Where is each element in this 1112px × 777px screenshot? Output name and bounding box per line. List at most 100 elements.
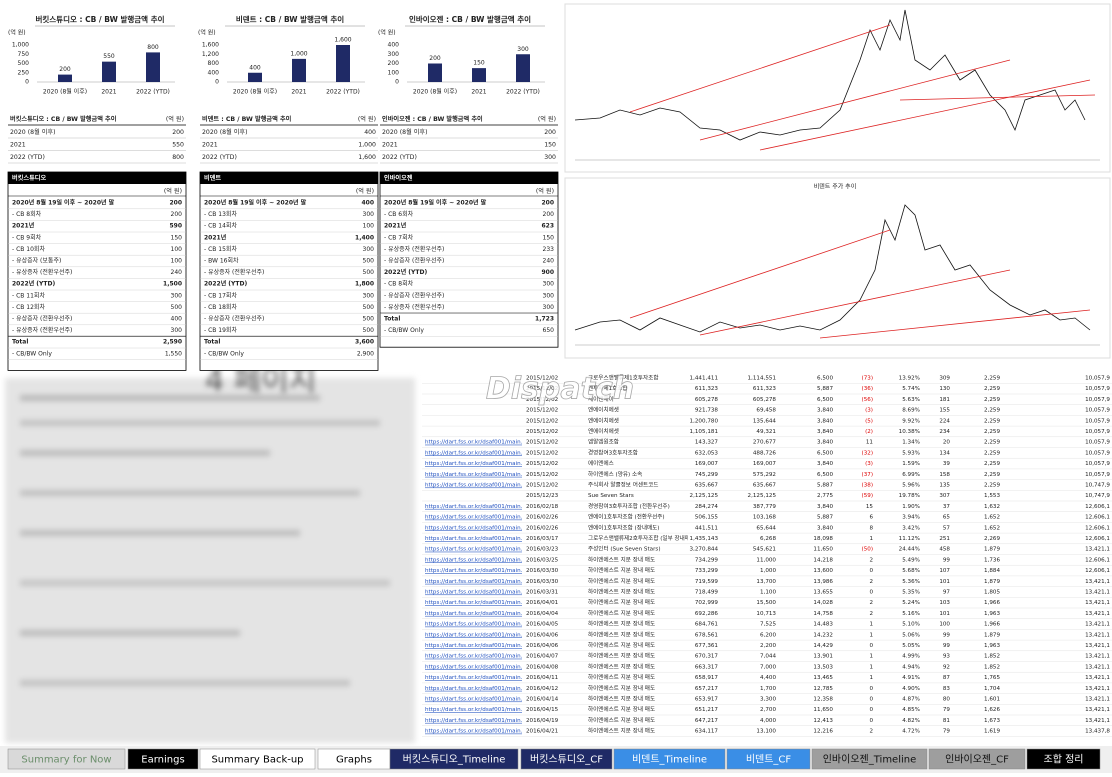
sheet-cell: 2015/12/02 — [526, 440, 558, 446]
table-title: 버킷스튜디오 — [12, 174, 46, 182]
sheet-cell: 10,713 — [756, 611, 776, 617]
sheet-cell: 9.92% — [902, 418, 920, 424]
tab[interactable] — [127, 748, 199, 770]
row-label: - CB 8회차 — [384, 280, 414, 288]
sheet-cell: 10,057,9 — [1085, 429, 1110, 435]
link-cell[interactable]: https://dart.fss.or.kr/dsaf001/main.do?r… — [425, 697, 582, 703]
tab[interactable] — [811, 748, 928, 770]
tab-label[interactable]: Summary for Now — [21, 755, 111, 766]
sheet-cell: 3,270,844 — [690, 547, 719, 553]
sheet-cell: 575,292 — [753, 472, 776, 478]
row-value: 400 — [364, 129, 376, 136]
y-tick-label: 0 — [25, 79, 29, 86]
sheet-cell: 3,300 — [760, 697, 776, 703]
row-value: 240 — [543, 258, 555, 265]
sheet-cell: 1,601 — [984, 697, 1000, 703]
link-cell[interactable]: https://dart.fss.or.kr/dsaf001/main.do?r… — [425, 504, 582, 510]
link-cell[interactable]: https://dart.fss.or.kr/dsaf001/main.do?r… — [425, 664, 582, 670]
sheet-cell: 2016/04/07 — [526, 654, 559, 660]
tab-label[interactable]: 버킷스튜디오_CF — [530, 754, 603, 766]
sheet-cell: 39 — [943, 461, 951, 467]
link-cell[interactable]: https://dart.fss.or.kr/dsaf001/main.do?r… — [425, 675, 582, 681]
link-cell[interactable]: https://dart.fss.or.kr/dsaf001/main.do?r… — [425, 600, 582, 606]
bar — [58, 74, 72, 82]
content: 버킷스튜디오 : CB / BW 발행금액 추이 (억 원) 0 250 500 750 1… — [0, 14, 1112, 773]
link-cell[interactable]: https://dart.fss.or.kr/dsaf001/main.do?r… — [425, 632, 582, 638]
value-label: 200 — [59, 66, 71, 73]
row-label: 2020 (8월 이후) — [10, 128, 56, 136]
tab[interactable] — [928, 748, 1026, 770]
sheet-cell: 5,887 — [817, 386, 833, 392]
sheet-cell: 10,057,9 — [1085, 386, 1110, 392]
link-cell[interactable]: https://dart.fss.or.kr/dsaf001/main.do?r… — [425, 643, 582, 649]
y-tick-label: 100 — [388, 69, 400, 76]
sheet-cell: 0 — [869, 643, 873, 649]
sheet-cell: 13,421,1 — [1085, 600, 1110, 606]
sheet-cell: 734,299 — [695, 557, 719, 563]
sheet-cell: (5) — [865, 418, 873, 424]
tab-label[interactable]: 조합 정리 — [1044, 754, 1084, 766]
link-cell[interactable]: https://dart.fss.or.kr/dsaf001/main.do?r… — [425, 547, 582, 553]
link-cell[interactable]: https://dart.fss.or.kr/dsaf001/main.do?r… — [425, 525, 582, 531]
tab-label[interactable]: 버킷스튜디오_Timeline — [403, 754, 506, 766]
link-cell[interactable]: https://dart.fss.or.kr/dsaf001/main.do?r… — [425, 686, 582, 692]
tab-label[interactable]: 인바이오젠_CF — [945, 754, 1009, 766]
tab-label[interactable]: Summary Back-up — [211, 755, 303, 766]
sheet-cell: 634,117 — [695, 729, 719, 735]
tab[interactable] — [1026, 748, 1101, 770]
tab-label[interactable]: Earnings — [141, 755, 184, 766]
sheet-cell: 2,200 — [760, 643, 776, 649]
sheet-cell: 10,057,9 — [1085, 440, 1110, 446]
sheet-cell: 2016/04/15 — [526, 707, 559, 713]
link-cell[interactable]: https://dart.fss.or.kr/dsaf001/main.do?r… — [425, 718, 582, 724]
tab-label[interactable]: 비덴트_Timeline — [632, 754, 707, 766]
sheet-cell: 0 — [869, 568, 873, 574]
link-cell[interactable]: https://dart.fss.or.kr/dsaf001/main.do?r… — [425, 515, 582, 521]
link-cell[interactable]: https://dart.fss.or.kr/dsaf001/main.do?r… — [425, 707, 582, 713]
row-label: - CB 11회차 — [12, 291, 45, 299]
row-label: Total — [12, 339, 28, 346]
sheet-cell: 2016/04/11 — [526, 675, 559, 681]
sheet-cell: 그로우스앤밸류제2호투자조합 (일부 장내매도) — [588, 534, 697, 542]
link-cell[interactable]: https://dart.fss.or.kr/dsaf001/main.do?r… — [425, 622, 582, 628]
link-cell[interactable]: https://dart.fss.or.kr/dsaf001/main.do?r… — [425, 557, 582, 563]
sheet-cell: 545,621 — [753, 547, 777, 553]
sheet-cell: 하이엔에스트 지분 장내 매도 — [588, 705, 655, 713]
row-label: - 유상증자 (전환우선주) — [12, 268, 72, 276]
link-cell[interactable]: https://dart.fss.or.kr/dsaf001/main.do?r… — [425, 450, 582, 456]
row-label: - CB 18회차 — [204, 303, 237, 311]
sheet-cell: 635,667 — [695, 483, 719, 489]
row-value: 150 — [544, 142, 556, 149]
tab[interactable] — [7, 748, 126, 770]
sheet-cell: 1,963 — [984, 643, 1000, 649]
tab[interactable] — [389, 748, 519, 770]
link-cell[interactable]: https://dart.fss.or.kr/dsaf001/main.do?r… — [425, 483, 582, 489]
link-cell[interactable]: https://dart.fss.or.kr/dsaf001/main.do?r… — [425, 461, 582, 467]
sheet-cell: 6,500 — [817, 472, 833, 478]
sheet-cell: 14,028 — [813, 600, 833, 606]
link-cell[interactable]: https://dart.fss.or.kr/dsaf001/main.do?r… — [425, 579, 582, 585]
link-cell[interactable]: https://dart.fss.or.kr/dsaf001/main.do?r… — [425, 729, 582, 735]
tab[interactable] — [199, 748, 316, 770]
sheet-cell: 1,765 — [984, 675, 1000, 681]
link-cell[interactable]: https://dart.fss.or.kr/dsaf001/main.do?r… — [425, 590, 582, 596]
sheet-cell: 101 — [939, 611, 950, 617]
sheet-cell: 99 — [943, 643, 951, 649]
link-cell[interactable]: https://dart.fss.or.kr/dsaf001/main.do?r… — [425, 568, 582, 574]
row-value: 1,500 — [163, 281, 182, 288]
link-cell[interactable]: https://dart.fss.or.kr/dsaf001/main.do?r… — [425, 440, 582, 446]
row-label: 2021년 — [12, 222, 35, 230]
tab-label[interactable]: 인바이오젠_Timeline — [823, 754, 917, 766]
tab[interactable] — [520, 748, 613, 770]
link-cell[interactable]: https://dart.fss.or.kr/dsaf001/main.do?r… — [425, 472, 582, 478]
tab[interactable] — [726, 748, 811, 770]
row-label: - CB 17회차 — [204, 291, 237, 299]
sheet-cell: 3,840 — [817, 418, 833, 424]
tab-label[interactable]: Graphs — [336, 755, 372, 766]
tab-label[interactable]: 비덴트_CF — [746, 754, 792, 766]
sheet-cell: (59) — [862, 493, 873, 499]
link-cell[interactable]: https://dart.fss.or.kr/dsaf001/main.do?r… — [425, 654, 582, 660]
link-cell[interactable]: https://dart.fss.or.kr/dsaf001/main.do?r… — [425, 536, 582, 542]
tab[interactable] — [613, 748, 726, 770]
link-cell[interactable]: https://dart.fss.or.kr/dsaf001/main.do?r… — [425, 611, 582, 617]
